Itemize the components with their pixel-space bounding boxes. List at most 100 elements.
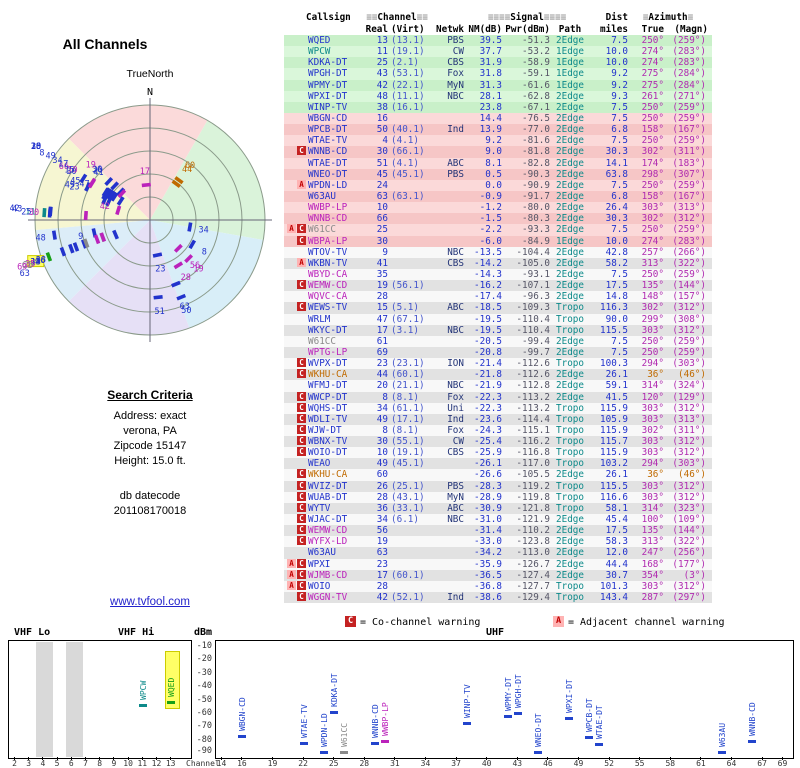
header-dist-group: Dist <box>605 12 628 23</box>
warning-cell <box>284 547 306 558</box>
cell-real-channel: 30 <box>376 436 388 448</box>
radar-station-marker <box>102 187 111 197</box>
cell-azimuth-magnetic: (256°) <box>672 547 706 559</box>
cell-callsign: WKHU-CA <box>308 469 348 481</box>
cell-virtual-channel <box>388 180 430 191</box>
channel-tick-label: 9 <box>111 759 117 768</box>
radar-station-marker <box>153 295 163 300</box>
cell-azimuth-magnetic: (266°) <box>672 246 706 258</box>
cell-power: -114.4 <box>516 413 550 425</box>
table-row: C WEWS-TV 15 (5.1) ABC -18.5 -109.3 Tropo 116.3 3… <box>284 302 712 314</box>
cell-noise-margin: -21.9 <box>474 380 502 392</box>
cell-distance: 100.3 <box>600 358 628 370</box>
cell-power: -116.8 <box>516 447 550 459</box>
cell-azimuth-magnetic: (177°) <box>672 558 706 570</box>
cell-network <box>430 314 464 325</box>
channel-tick-mark <box>639 757 641 760</box>
cell-callsign: WPXI <box>308 558 331 570</box>
cell-azimuth-true: 261° <box>641 90 664 102</box>
radar-channel-label: 49 <box>65 180 75 190</box>
channel-tick-label: 67 <box>757 759 767 768</box>
co-channel-warning-badge: C <box>297 235 306 245</box>
cell-callsign: WYTV <box>308 502 331 514</box>
radar-station-marker <box>82 238 90 249</box>
radar-channel-label: 17 <box>58 160 68 170</box>
radar-channel-label: 56 <box>190 261 200 271</box>
table-row: C WJAC-DT 34 (6.1) NBC -31.0 -121.9 2Edge 45.4 10… <box>284 514 712 526</box>
station-label: WBGN-CD <box>238 697 248 731</box>
cell-distance: 7.5 <box>611 135 628 147</box>
co-channel-warning-badge: C <box>297 224 306 234</box>
channel-tick-mark <box>99 757 101 760</box>
tvfool-link[interactable]: www.tvfool.com <box>110 596 190 608</box>
cell-noise-margin: 14.4 <box>479 112 502 124</box>
station-marker <box>371 742 379 746</box>
cell-power: -110.4 <box>516 324 550 336</box>
cell-noise-margin: 9.2 <box>485 135 502 147</box>
channel-tick-mark <box>241 757 243 760</box>
channel-tick-label: 37 <box>451 759 461 768</box>
radar-station-marker <box>173 243 183 253</box>
table-row: WQED 13 (13.1) PBS 39.5 -51.3 2Edge 7.5 250° (259… <box>284 35 712 47</box>
cell-noise-margin: 0.5 <box>485 168 502 180</box>
cell-real-channel: 51 <box>376 157 388 169</box>
cell-azimuth-magnetic: (312°) <box>672 402 706 414</box>
table-row: WBYD-CA 35 -14.3 -93.1 2Edge 7.5 250° (259°) <box>284 268 712 281</box>
channel-tick-mark <box>455 757 457 760</box>
station-label: KDKA-DT <box>330 673 340 708</box>
cell-path: 2Edge <box>556 90 584 102</box>
table-row: WEAO 49 (45.1) -26.1 -117.0 Tropo 103.2 294° (30… <box>284 458 712 470</box>
cell-virtual-channel: (19.1) <box>391 447 425 459</box>
cell-virtual-channel: (23.1) <box>391 358 425 370</box>
cell-virtual-channel <box>388 269 430 280</box>
warning-cell: C <box>284 436 306 447</box>
cell-path: 1Edge <box>556 57 584 69</box>
cell-noise-margin: -33.0 <box>474 536 502 548</box>
cell-azimuth-true: 274° <box>641 57 664 69</box>
cell-azimuth-true: 274° <box>641 46 664 58</box>
cell-virtual-channel <box>388 469 430 480</box>
cell-distance: 7.5 <box>611 112 628 124</box>
warning-cell: C <box>284 514 306 525</box>
warning-cell: C <box>284 480 306 492</box>
cell-network: Ind <box>447 413 464 425</box>
uhf-title: UHF <box>486 627 505 638</box>
header-path: Path <box>558 23 582 35</box>
cell-azimuth-true: 250° <box>641 268 664 280</box>
co-channel-warning-badge: C <box>297 480 306 490</box>
cell-callsign: KDKA-DT <box>308 57 348 69</box>
cell-path: 2Edge <box>556 391 584 403</box>
cell-power: -110.4 <box>516 313 550 325</box>
channel-axis-label: Channel <box>186 759 220 768</box>
cell-distance: 9.2 <box>611 68 628 80</box>
radar-station-marker <box>152 252 163 258</box>
channel-tick-mark <box>170 757 172 760</box>
cell-callsign: WFMJ-DT <box>308 380 348 392</box>
radar-channel-label: 11 <box>25 208 35 218</box>
cell-virtual-channel <box>388 336 430 347</box>
cell-callsign: WWCP-DT <box>308 391 348 403</box>
cell-azimuth-true: 298° <box>641 168 664 180</box>
table-row: C WNNB-CD 30 (66.1) 9.0 -81.8 2Edge 30.3 302° (31… <box>284 146 712 158</box>
cell-real-channel: 28 <box>376 580 388 592</box>
radar-channel-label: 42 <box>10 204 20 214</box>
cell-azimuth-true: 303° <box>641 402 664 414</box>
cell-path: 2Edge <box>556 569 584 581</box>
cell-virtual-channel: (45.1) <box>391 458 425 470</box>
cell-noise-margin: -36.5 <box>474 569 502 581</box>
cell-real-channel: 4 <box>382 135 388 147</box>
cell-real-channel: 26 <box>376 480 388 492</box>
warning-cell: C <box>284 391 306 403</box>
channel-tick-mark <box>731 757 732 760</box>
cell-noise-margin: -34.2 <box>474 547 502 559</box>
cell-distance: 115.5 <box>600 480 628 492</box>
station-marker <box>595 743 604 747</box>
cell-noise-margin: -21.4 <box>474 358 502 370</box>
cell-real-channel: 63 <box>376 547 388 559</box>
warning-cell <box>284 68 306 79</box>
header-true: True <box>641 23 664 35</box>
cell-distance: 26.4 <box>605 202 628 214</box>
cell-path: 2Edge <box>556 168 584 180</box>
cell-power: -121.8 <box>516 502 550 514</box>
cell-azimuth-magnetic: (297°) <box>672 592 706 604</box>
